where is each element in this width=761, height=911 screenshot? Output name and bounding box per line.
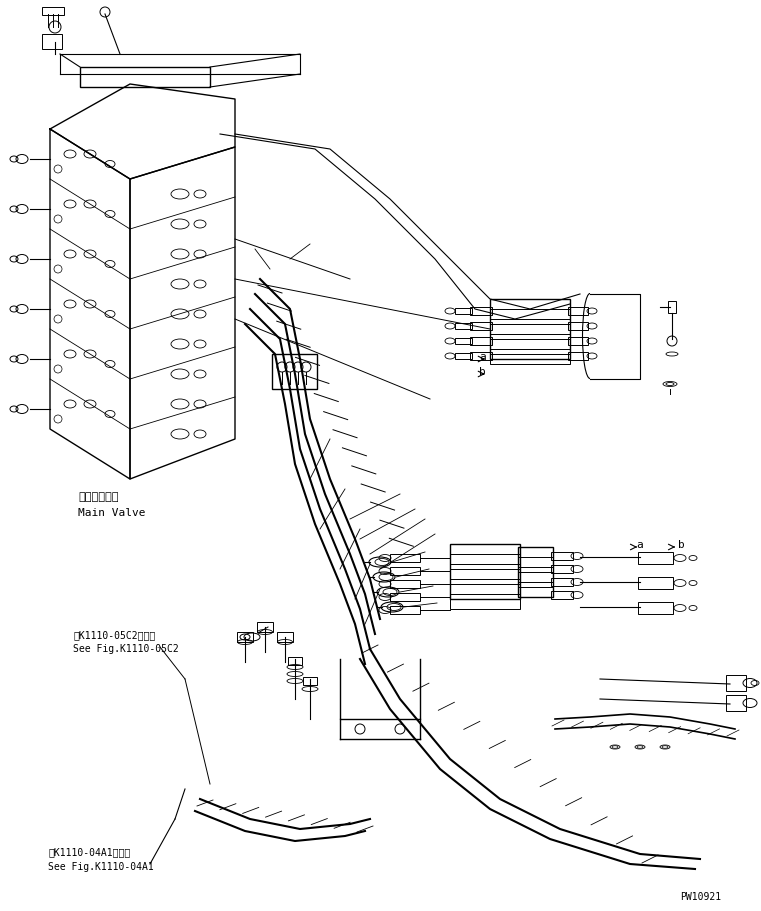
- Bar: [726, 695, 746, 711]
- Bar: [551, 552, 573, 560]
- Bar: [638, 552, 673, 565]
- Text: 第K1110-04A1図参照: 第K1110-04A1図参照: [48, 846, 130, 856]
- Bar: [80, 68, 210, 87]
- Text: b: b: [479, 366, 486, 376]
- Bar: [455, 309, 472, 314]
- Bar: [568, 322, 588, 331]
- Bar: [470, 338, 492, 345]
- Bar: [277, 632, 293, 642]
- Text: メインバルブ: メインバルブ: [78, 491, 119, 501]
- Bar: [455, 353, 472, 360]
- Bar: [518, 558, 553, 568]
- Bar: [490, 310, 570, 320]
- Bar: [470, 353, 492, 361]
- Bar: [490, 324, 570, 334]
- Bar: [568, 308, 588, 315]
- Bar: [257, 622, 273, 632]
- Bar: [390, 593, 420, 601]
- Bar: [390, 580, 420, 589]
- Bar: [390, 568, 420, 576]
- Bar: [470, 308, 492, 315]
- Bar: [450, 584, 520, 594]
- Bar: [518, 588, 553, 598]
- Bar: [568, 338, 588, 345]
- Bar: [568, 353, 588, 361]
- Text: b: b: [678, 539, 685, 549]
- Bar: [668, 302, 676, 313]
- Bar: [42, 35, 62, 50]
- Text: a: a: [479, 352, 486, 362]
- Bar: [455, 323, 472, 330]
- Bar: [303, 677, 317, 685]
- Text: See Fig.K1110-04A1: See Fig.K1110-04A1: [48, 861, 154, 871]
- Text: 第K1110-05C2図参照: 第K1110-05C2図参照: [73, 630, 155, 640]
- Bar: [272, 354, 317, 390]
- Bar: [450, 555, 520, 565]
- Bar: [726, 675, 746, 691]
- Bar: [450, 545, 520, 599]
- Bar: [42, 8, 64, 16]
- Bar: [390, 607, 420, 614]
- Bar: [638, 578, 673, 589]
- Text: Main Valve: Main Valve: [78, 507, 145, 517]
- Text: PW10921: PW10921: [680, 891, 721, 901]
- Bar: [551, 578, 573, 587]
- Bar: [518, 572, 553, 582]
- Bar: [551, 566, 573, 573]
- Bar: [490, 354, 570, 364]
- Bar: [288, 657, 302, 665]
- Bar: [237, 632, 253, 642]
- Bar: [490, 300, 570, 360]
- Bar: [518, 548, 553, 598]
- Bar: [450, 599, 520, 609]
- Bar: [390, 555, 420, 562]
- Bar: [638, 602, 673, 614]
- Bar: [490, 340, 570, 350]
- Text: a: a: [636, 539, 643, 549]
- Text: See Fig.K1110-05C2: See Fig.K1110-05C2: [73, 643, 179, 653]
- Bar: [470, 322, 492, 331]
- Bar: [450, 569, 520, 579]
- Bar: [455, 339, 472, 344]
- Bar: [551, 591, 573, 599]
